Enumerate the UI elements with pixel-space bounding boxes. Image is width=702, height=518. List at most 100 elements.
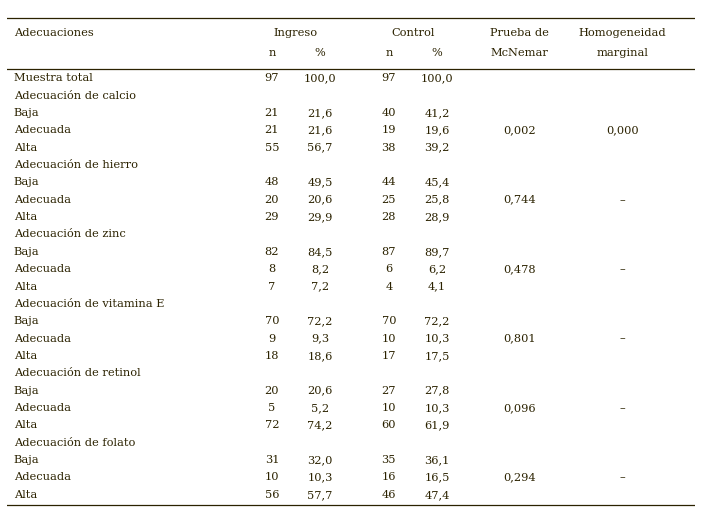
- Text: Alta: Alta: [14, 490, 37, 500]
- Text: 8,2: 8,2: [311, 264, 329, 274]
- Text: 0,801: 0,801: [503, 334, 536, 343]
- Text: 5: 5: [268, 403, 275, 413]
- Text: 10: 10: [265, 472, 279, 482]
- Text: Adecuación de zinc: Adecuación de zinc: [14, 229, 126, 239]
- Text: 31: 31: [265, 455, 279, 465]
- Text: 20: 20: [265, 195, 279, 205]
- Text: 20,6: 20,6: [307, 195, 333, 205]
- Text: 100,0: 100,0: [420, 73, 453, 83]
- Text: 7,2: 7,2: [311, 281, 329, 292]
- Text: 19: 19: [382, 125, 396, 135]
- Text: Adecuada: Adecuada: [14, 403, 71, 413]
- Text: Adecuación de retinol: Adecuación de retinol: [14, 368, 140, 378]
- Text: Adecuada: Adecuada: [14, 264, 71, 274]
- Text: 8: 8: [268, 264, 275, 274]
- Text: 18: 18: [265, 351, 279, 361]
- Text: 21,6: 21,6: [307, 125, 333, 135]
- Text: –: –: [620, 472, 625, 482]
- Text: 17: 17: [382, 351, 396, 361]
- Text: Alta: Alta: [14, 421, 37, 430]
- Text: 20: 20: [265, 386, 279, 396]
- Text: 89,7: 89,7: [424, 247, 450, 257]
- Text: Baja: Baja: [14, 386, 39, 396]
- Text: marginal: marginal: [597, 48, 649, 59]
- Text: Baja: Baja: [14, 247, 39, 257]
- Text: 44: 44: [382, 177, 396, 188]
- Text: Adecuada: Adecuada: [14, 334, 71, 343]
- Text: 55: 55: [265, 142, 279, 153]
- Text: %: %: [314, 48, 326, 59]
- Text: 10: 10: [382, 334, 396, 343]
- Text: 0,294: 0,294: [503, 472, 536, 482]
- Text: 28,9: 28,9: [424, 212, 450, 222]
- Text: Baja: Baja: [14, 108, 39, 118]
- Text: 10: 10: [382, 403, 396, 413]
- Text: 87: 87: [382, 247, 396, 257]
- Text: Adecuada: Adecuada: [14, 195, 71, 205]
- Text: 84,5: 84,5: [307, 247, 333, 257]
- Text: 72,2: 72,2: [307, 316, 333, 326]
- Text: n: n: [385, 48, 392, 59]
- Text: 41,2: 41,2: [424, 108, 450, 118]
- Text: 27,8: 27,8: [424, 386, 450, 396]
- Text: Adecuada: Adecuada: [14, 472, 71, 482]
- Text: Alta: Alta: [14, 281, 37, 292]
- Text: Baja: Baja: [14, 177, 39, 188]
- Text: 29,9: 29,9: [307, 212, 333, 222]
- Text: 45,4: 45,4: [424, 177, 450, 188]
- Text: 97: 97: [382, 73, 396, 83]
- Text: 82: 82: [265, 247, 279, 257]
- Text: Baja: Baja: [14, 455, 39, 465]
- Text: 0,744: 0,744: [503, 195, 536, 205]
- Text: Adecuaciones: Adecuaciones: [14, 28, 93, 38]
- Text: Adecuada: Adecuada: [14, 125, 71, 135]
- Text: 6,2: 6,2: [428, 264, 446, 274]
- Text: 16: 16: [382, 472, 396, 482]
- Text: 9: 9: [268, 334, 275, 343]
- Text: 97: 97: [265, 73, 279, 83]
- Text: 32,0: 32,0: [307, 455, 333, 465]
- Text: 9,3: 9,3: [311, 334, 329, 343]
- Text: 10,3: 10,3: [424, 334, 450, 343]
- Text: McNemar: McNemar: [491, 48, 548, 59]
- Text: 10,3: 10,3: [307, 472, 333, 482]
- Text: 0,000: 0,000: [607, 125, 639, 135]
- Text: 61,9: 61,9: [424, 421, 450, 430]
- Text: –: –: [620, 334, 625, 343]
- Text: –: –: [620, 195, 625, 205]
- Text: Alta: Alta: [14, 351, 37, 361]
- Text: 40: 40: [382, 108, 396, 118]
- Text: Adecuación de hierro: Adecuación de hierro: [14, 160, 138, 170]
- Text: 4: 4: [385, 281, 392, 292]
- Text: 5,2: 5,2: [311, 403, 329, 413]
- Text: 47,4: 47,4: [424, 490, 450, 500]
- Text: 72: 72: [265, 421, 279, 430]
- Text: 60: 60: [382, 421, 396, 430]
- Text: Adecuación de calcio: Adecuación de calcio: [14, 91, 136, 100]
- Text: 25,8: 25,8: [424, 195, 450, 205]
- Text: 100,0: 100,0: [304, 73, 336, 83]
- Text: 48: 48: [265, 177, 279, 188]
- Text: n: n: [268, 48, 276, 59]
- Text: 39,2: 39,2: [424, 142, 450, 153]
- Text: Adecuación de vitamina E: Adecuación de vitamina E: [14, 299, 164, 309]
- Text: Alta: Alta: [14, 142, 37, 153]
- Text: 28: 28: [382, 212, 396, 222]
- Text: 7: 7: [268, 281, 275, 292]
- Text: 18,6: 18,6: [307, 351, 333, 361]
- Text: 16,5: 16,5: [424, 472, 450, 482]
- Text: Prueba de: Prueba de: [490, 28, 549, 38]
- Text: 21: 21: [265, 108, 279, 118]
- Text: 74,2: 74,2: [307, 421, 333, 430]
- Text: 20,6: 20,6: [307, 386, 333, 396]
- Text: –: –: [620, 264, 625, 274]
- Text: 10,3: 10,3: [424, 403, 450, 413]
- Text: 56: 56: [265, 490, 279, 500]
- Text: Alta: Alta: [14, 212, 37, 222]
- Text: Muestra total: Muestra total: [14, 73, 93, 83]
- Text: 38: 38: [382, 142, 396, 153]
- Text: Homogeneidad: Homogeneidad: [579, 28, 667, 38]
- Text: Baja: Baja: [14, 316, 39, 326]
- Text: 49,5: 49,5: [307, 177, 333, 188]
- Text: 25: 25: [382, 195, 396, 205]
